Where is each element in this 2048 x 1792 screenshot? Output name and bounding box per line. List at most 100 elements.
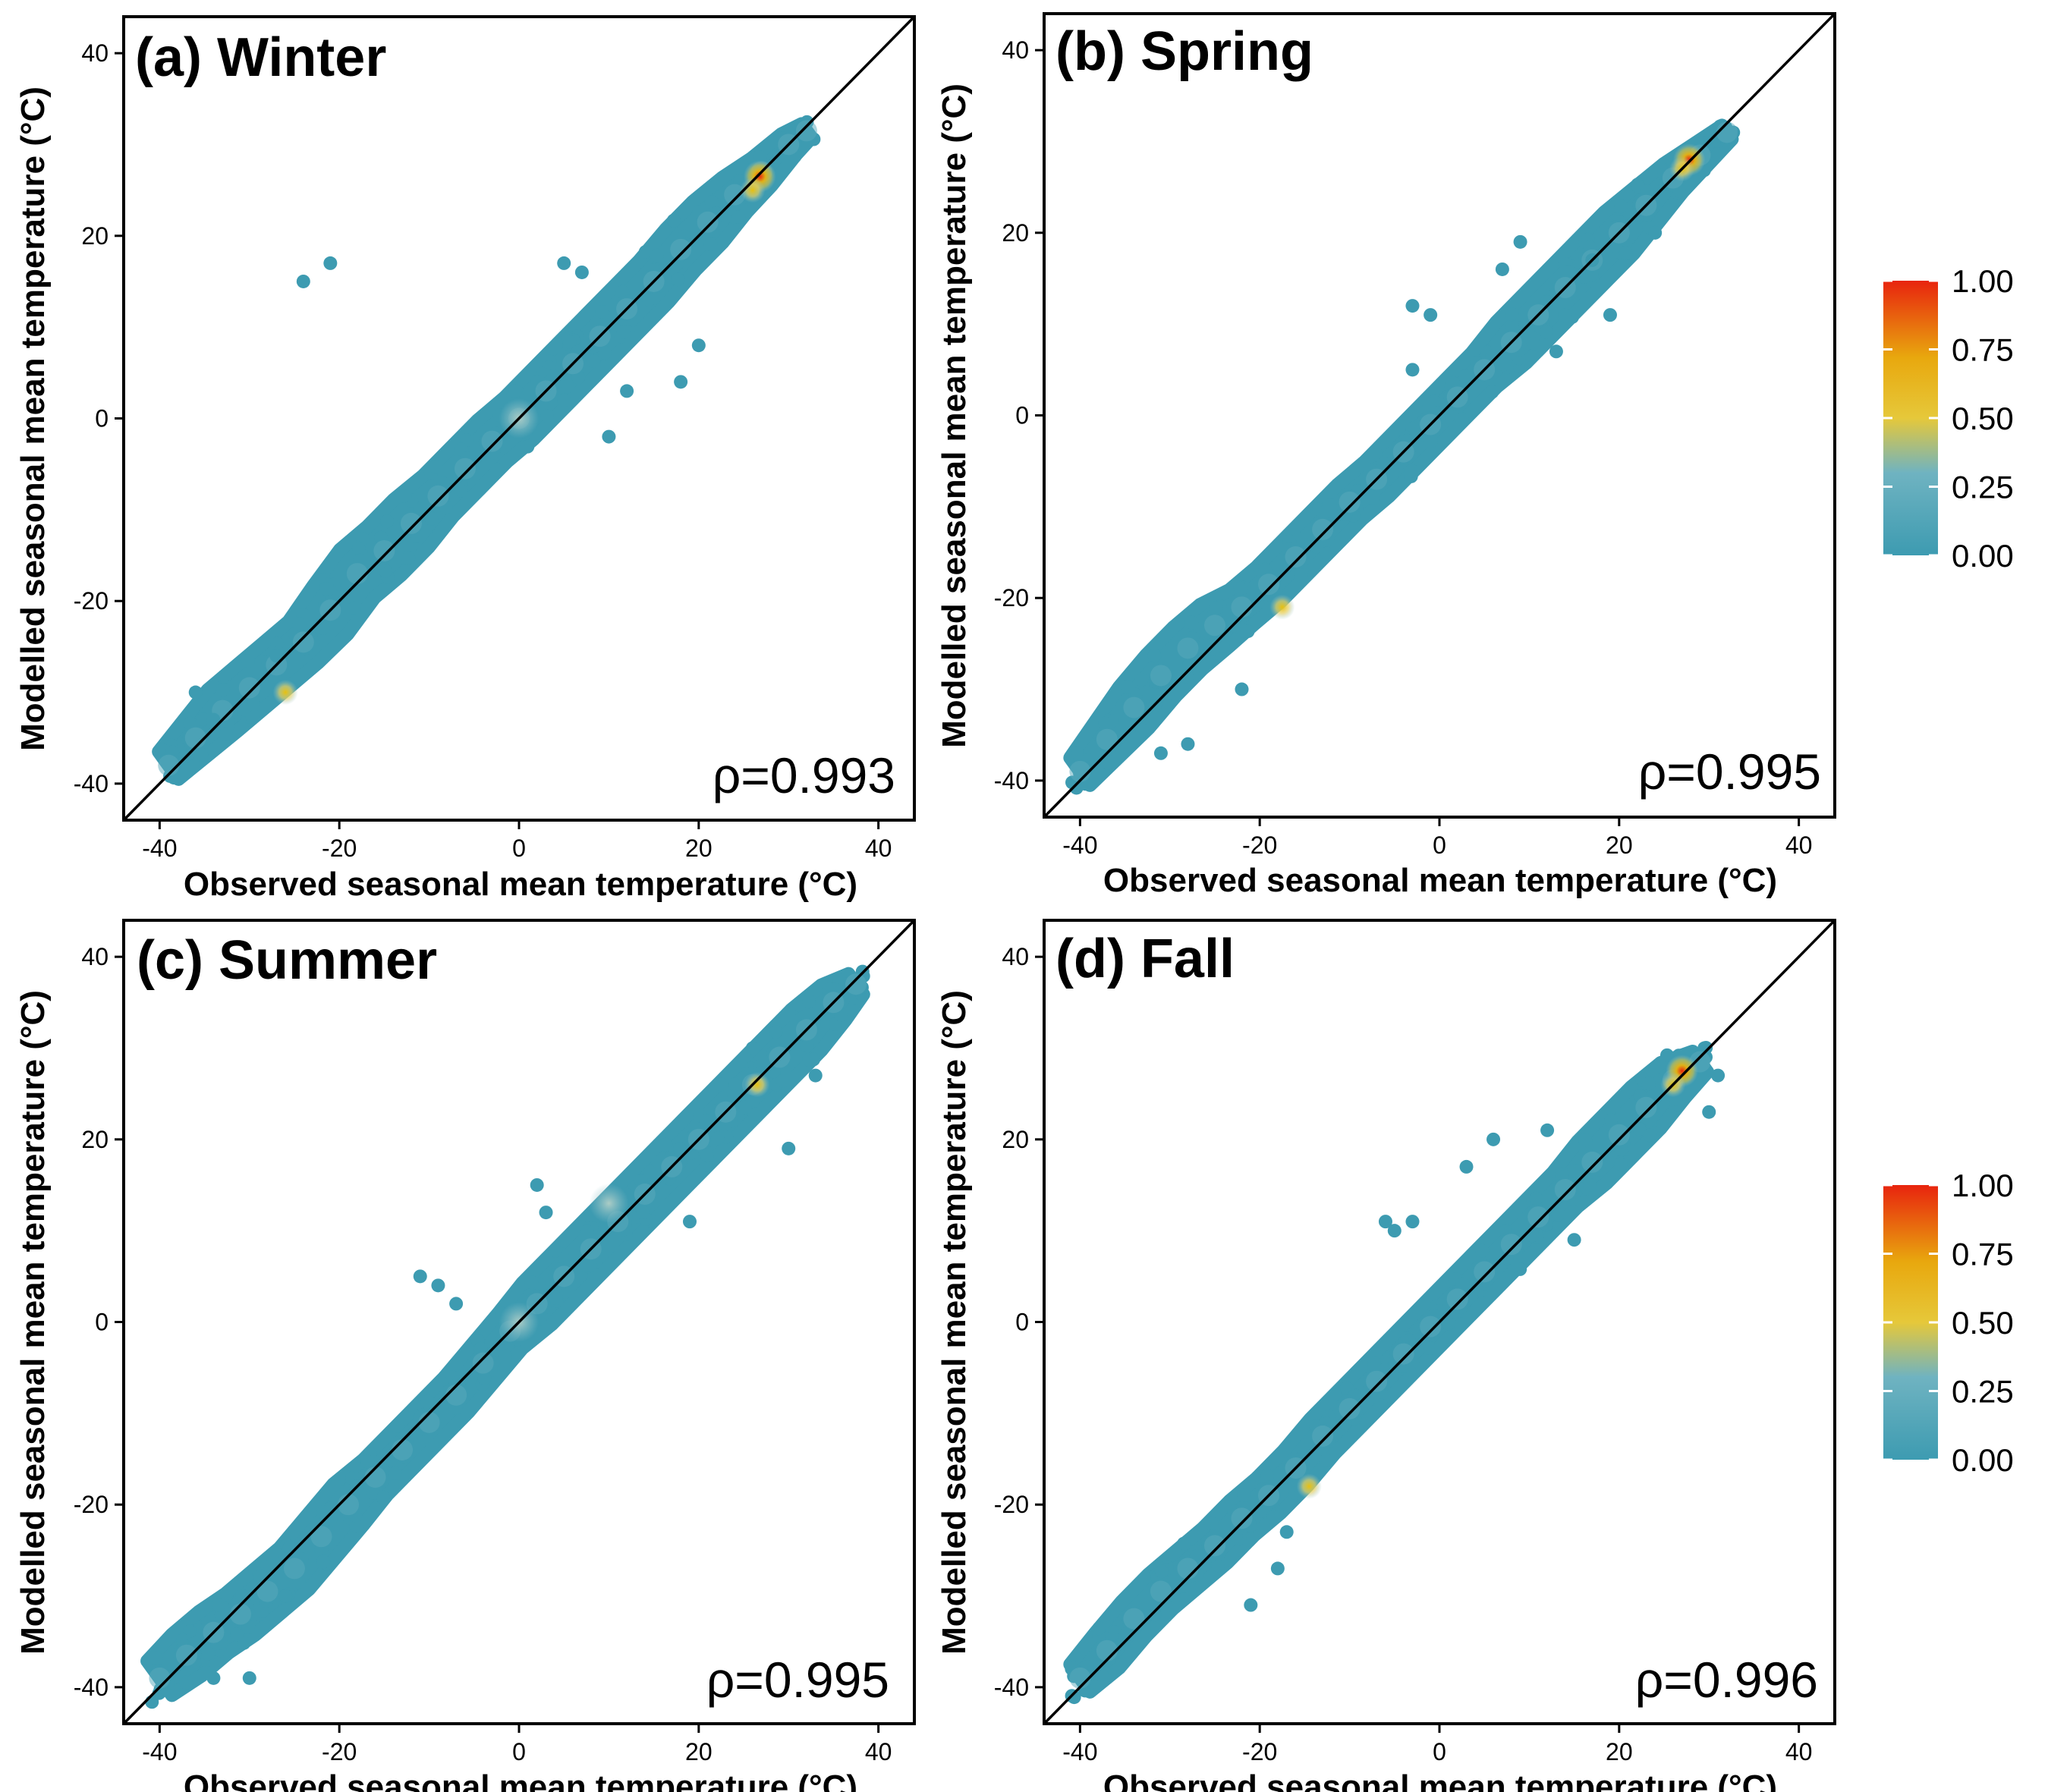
data-point (642, 293, 656, 307)
y-tick-label: -20 (74, 587, 109, 615)
density-hotspot (1269, 594, 1295, 620)
outlier-point (1486, 1132, 1501, 1146)
data-point (352, 541, 367, 555)
colorbar-label: 0.75 (1952, 332, 2014, 368)
x-tick-label: -20 (1242, 832, 1277, 859)
data-point (730, 163, 744, 178)
data-point (1229, 1529, 1244, 1543)
density-core (454, 457, 476, 479)
data-point (1294, 568, 1308, 583)
data-point (179, 1675, 193, 1690)
outlier-point (1711, 1068, 1726, 1083)
panel-summer-frame (122, 919, 916, 1725)
data-point (429, 460, 443, 474)
data-point (316, 1555, 331, 1569)
density-core (292, 631, 314, 653)
outlier-point (431, 1278, 445, 1293)
density-core (1474, 1261, 1496, 1283)
outlier-point (1378, 1215, 1392, 1229)
density-core (256, 1580, 278, 1602)
density-core (1285, 546, 1307, 568)
data-point (638, 244, 653, 259)
x-tick-label: -20 (322, 1738, 357, 1765)
data-point (235, 1589, 250, 1603)
data-point (710, 1131, 725, 1146)
data-point (571, 370, 586, 385)
density-core (1123, 1608, 1145, 1630)
panel-fall-point-cloud (1063, 1040, 1726, 1705)
colorbar-label: 0.00 (1952, 538, 2014, 574)
data-point (1584, 268, 1599, 282)
data-point (801, 995, 816, 1009)
y-tick-label: -40 (74, 1674, 109, 1701)
outlier-point (1405, 363, 1420, 377)
data-point (549, 1291, 563, 1305)
data-point (508, 384, 523, 398)
data-point (376, 1490, 390, 1504)
density-core (400, 512, 422, 534)
data-point (738, 1100, 752, 1114)
data-point (390, 1419, 404, 1433)
data-point (1067, 1690, 1081, 1705)
colorbar-label: 0.50 (1952, 1305, 2014, 1341)
density-core (427, 485, 449, 507)
panel-fall-ticks: -40 -20 0 20 40 -40 -20 0 20 40 (994, 943, 1813, 1765)
data-point (1619, 246, 1633, 260)
data-point (1455, 412, 1469, 426)
data-point (1184, 1582, 1199, 1596)
outlier-point (449, 1297, 464, 1311)
data-point (806, 1052, 820, 1067)
data-point (1237, 1488, 1251, 1502)
data-point (292, 618, 307, 632)
y-tick-label: 40 (81, 39, 109, 67)
data-point (1184, 615, 1199, 630)
data-point (1373, 1398, 1388, 1413)
data-point (1180, 669, 1194, 684)
density-core (1203, 615, 1225, 637)
density-core (1150, 665, 1172, 687)
data-point (703, 237, 718, 251)
density-core (1500, 1234, 1522, 1256)
colorbar-label: 0.25 (1952, 470, 2014, 505)
x-tick-label: -40 (142, 1738, 177, 1765)
data-point (666, 213, 681, 228)
outlier-point (1405, 299, 1420, 313)
correlation-label: ρ=0.996 (1635, 1652, 1818, 1708)
data-point (1323, 497, 1337, 511)
x-tick-label: -20 (1242, 1738, 1277, 1765)
colorbar-label: 0.50 (1952, 401, 2014, 436)
outlier-point (557, 256, 571, 270)
colorbar-label: 0.00 (1952, 1442, 2014, 1478)
data-point (1147, 649, 1162, 663)
density-core (1581, 1151, 1603, 1173)
y-tick-label: 0 (1015, 402, 1029, 429)
data-point (636, 1205, 650, 1219)
data-point (731, 209, 746, 224)
data-point (196, 712, 210, 727)
density-core (1527, 1206, 1549, 1228)
panel-winter-frame (122, 15, 916, 822)
outlier-point (782, 1141, 796, 1155)
data-point (1505, 319, 1519, 333)
density-core (472, 1352, 494, 1374)
density-hotspot (1296, 1473, 1322, 1499)
colorbar: 1.00 0.75 0.50 0.25 0.00 (1883, 263, 2014, 574)
y-tick-label: -20 (994, 584, 1029, 611)
panel-title: (c) Summer (137, 930, 437, 991)
data-point (1558, 308, 1572, 322)
outlier-point (1702, 1105, 1716, 1119)
data-point (549, 1243, 563, 1258)
data-point (704, 195, 719, 209)
data-point (1120, 680, 1134, 694)
data-point (498, 1349, 512, 1363)
data-point (1135, 723, 1150, 737)
data-point (1160, 1607, 1175, 1621)
data-point (1319, 1453, 1333, 1467)
data-point (800, 1039, 814, 1053)
correlation-label: ρ=0.995 (706, 1652, 889, 1708)
density-hotspot (589, 1184, 629, 1224)
data-point (1485, 385, 1499, 399)
outlier-point (269, 649, 284, 663)
x-tick-label: 40 (1785, 1738, 1813, 1765)
